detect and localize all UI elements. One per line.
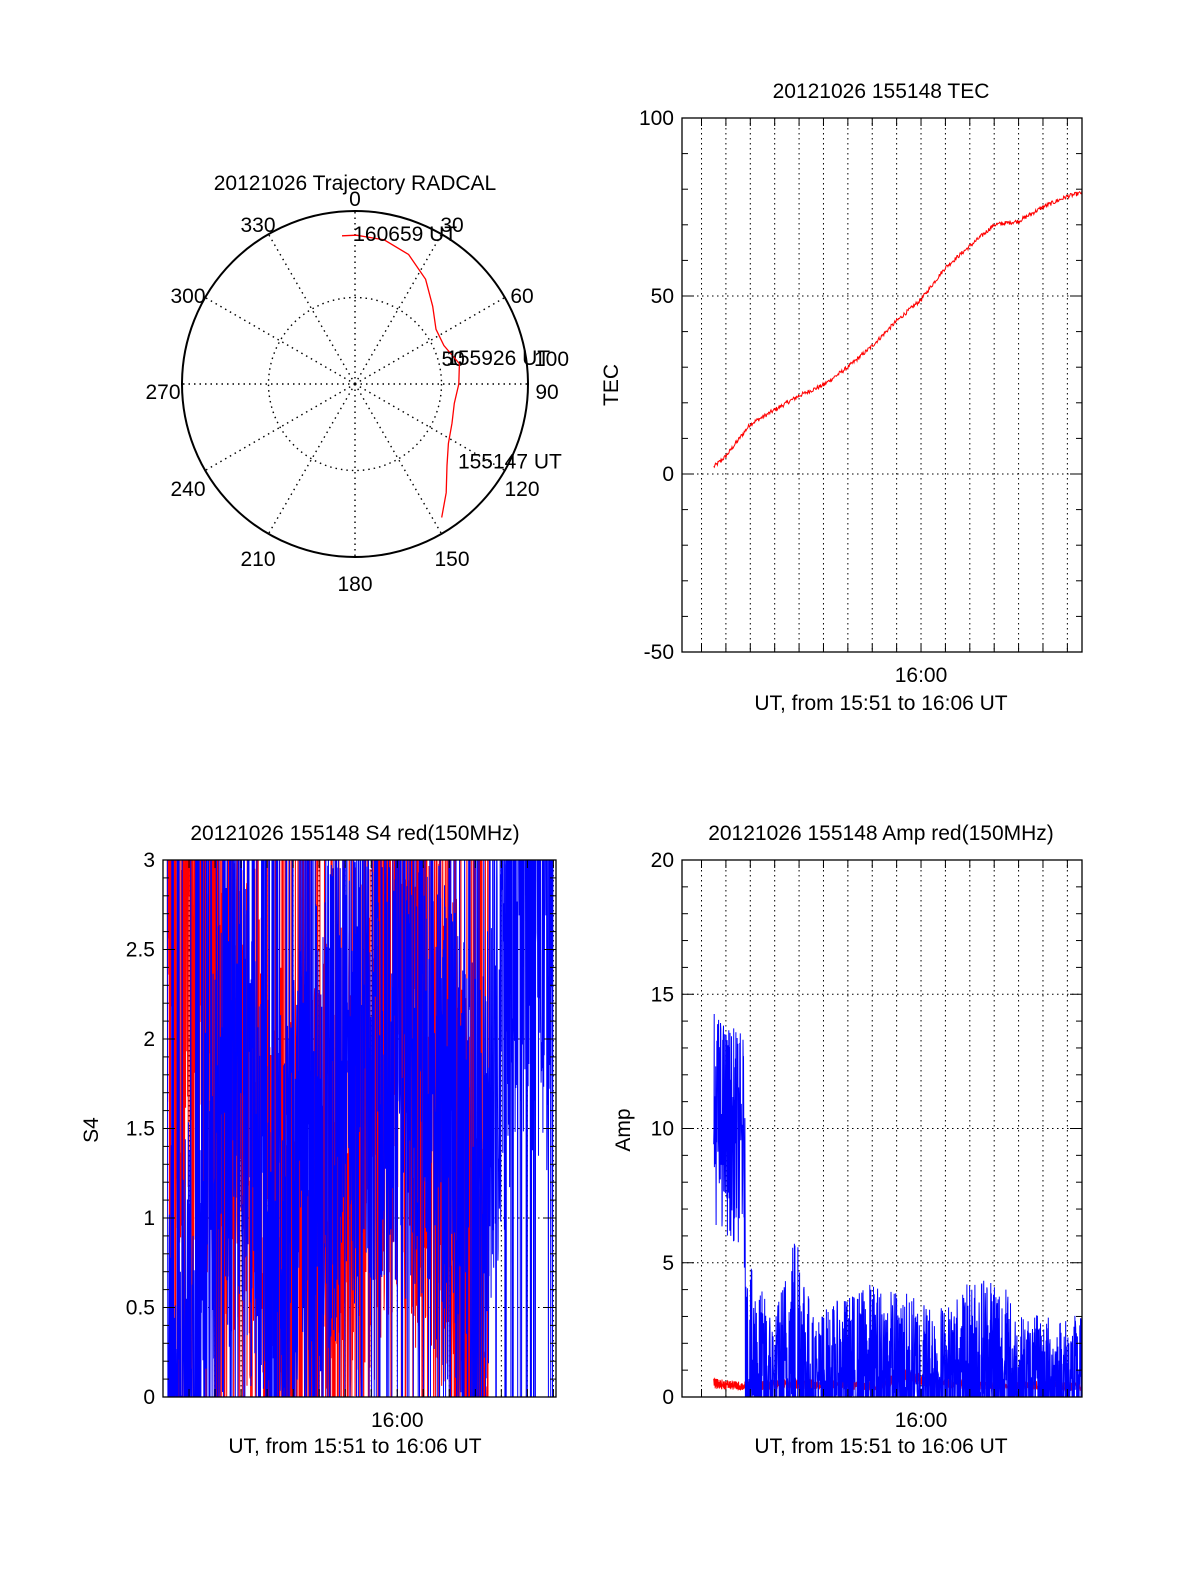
tec-ytick-label: -50 [644, 641, 674, 664]
tec-grid [682, 118, 1082, 652]
amp-xlabel: UT, from 15:51 to 16:06 UT [754, 1435, 1007, 1458]
polar-angle-label: 270 [145, 381, 180, 404]
polar-spoke [204, 383, 356, 472]
amp-series-group [713, 1013, 1082, 1397]
polar-grid-circle-50 [267, 296, 443, 472]
amp-ytick-label: 5 [662, 1252, 674, 1275]
polar-radial-label: 100 [534, 348, 569, 371]
polar-angle-label: 150 [434, 548, 469, 571]
polar-spoke [354, 383, 443, 535]
trajectory-line [341, 234, 461, 518]
amp-xtick-label: 16:00 [895, 1409, 948, 1432]
tec-ytick-label: 0 [662, 463, 674, 486]
amp-ytick-label: 10 [651, 1118, 674, 1141]
polar-angle-label: 330 [240, 214, 275, 237]
amp-panel: 20121026 155148 Amp red(150MHz) Amp UT, … [612, 822, 1083, 1458]
tec-xlabel: UT, from 15:51 to 16:06 UT [754, 692, 1007, 715]
tec-title: 20121026 155148 TEC [773, 80, 990, 103]
trajectory-annotations: 160659 UT 155926 UT 155147 UT [353, 223, 562, 474]
tec-ticks: -50 0 50 100 16:00 [639, 107, 1082, 687]
s4-ytick-label: 2 [143, 1028, 155, 1051]
amp-grid [682, 860, 1082, 1397]
polar-angle-label: 0 [349, 188, 361, 211]
polar-angle-label: 180 [337, 573, 372, 596]
polar-angle-label: 240 [170, 478, 205, 501]
s4-ytick-label: 3 [143, 849, 155, 872]
s4-ylabel: S4 [80, 1117, 103, 1143]
tec-panel: 20121026 155148 TEC TEC UT, from 15:51 t… [600, 80, 1083, 715]
amp-ytick-label: 20 [651, 849, 674, 872]
polar-angle-label: 90 [535, 381, 558, 404]
polar-spoke [267, 233, 356, 385]
tec-ytick-label: 100 [639, 107, 674, 130]
trajectory-time-label: 155926 UT [446, 347, 550, 370]
tec-series-line [713, 190, 1082, 469]
s4-ytick-label: 0.5 [126, 1297, 155, 1320]
amp-title: 20121026 155148 Amp red(150MHz) [708, 822, 1054, 845]
polar-spoke [354, 296, 506, 385]
amp-ytick-label: 15 [651, 983, 674, 1006]
tec-xtick-label: 16:00 [895, 664, 948, 687]
trajectory-series [341, 234, 461, 518]
s4-ytick-label: 1.5 [126, 1118, 155, 1141]
polar-angle-label: 60 [510, 285, 533, 308]
polar-spoke [354, 233, 443, 385]
amp-ytick-label: 0 [662, 1386, 674, 1409]
s4-xlabel: UT, from 15:51 to 16:06 UT [228, 1435, 481, 1458]
tec-frame [681, 117, 1083, 653]
polar-spoke [267, 383, 356, 535]
s4-ytick-label: 0 [143, 1386, 155, 1409]
s4-ytick-label: 2.5 [126, 939, 155, 962]
polar-angle-label: 210 [240, 548, 275, 571]
polar-angle-label: 120 [504, 478, 539, 501]
polar-title: 20121026 Trajectory RADCAL [214, 172, 497, 195]
s4-series-blue [166, 860, 554, 1397]
polar-spoke [204, 296, 356, 385]
amp-series-blue [713, 1013, 1082, 1397]
s4-panel: 20121026 155148 S4 red(150MHz) S4 UT, fr… [80, 822, 557, 1458]
polar-outer-circle [181, 210, 529, 558]
s4-title: 20121026 155148 S4 red(150MHz) [190, 822, 519, 845]
polar-angle-label: 30 [440, 214, 463, 237]
polar-angle-label: 300 [170, 285, 205, 308]
trajectory-time-label: 155147 UT [458, 451, 562, 474]
tec-ylabel: TEC [600, 364, 623, 406]
tec-ytick-label: 50 [651, 285, 674, 308]
amp-ylabel: Amp [612, 1108, 635, 1151]
tec-series-group [713, 190, 1082, 469]
s4-xtick-label: 16:00 [371, 1409, 424, 1432]
trajectory-polar-plot: 20121026 Trajectory RADCAL 0 30 60 90 120 150… [145, 172, 569, 596]
polar-grid [181, 210, 529, 558]
s4-series-group [166, 860, 554, 1397]
polar-spoke [354, 383, 506, 472]
trajectory-time-label: 160659 UT [353, 223, 457, 246]
amp-ticks: 0 5 10 15 20 16:00 [651, 849, 1082, 1432]
s4-ticks: 0 0.5 1 1.5 2 2.5 3 16:00 [126, 849, 556, 1432]
s4-ytick-label: 1 [143, 1207, 155, 1230]
